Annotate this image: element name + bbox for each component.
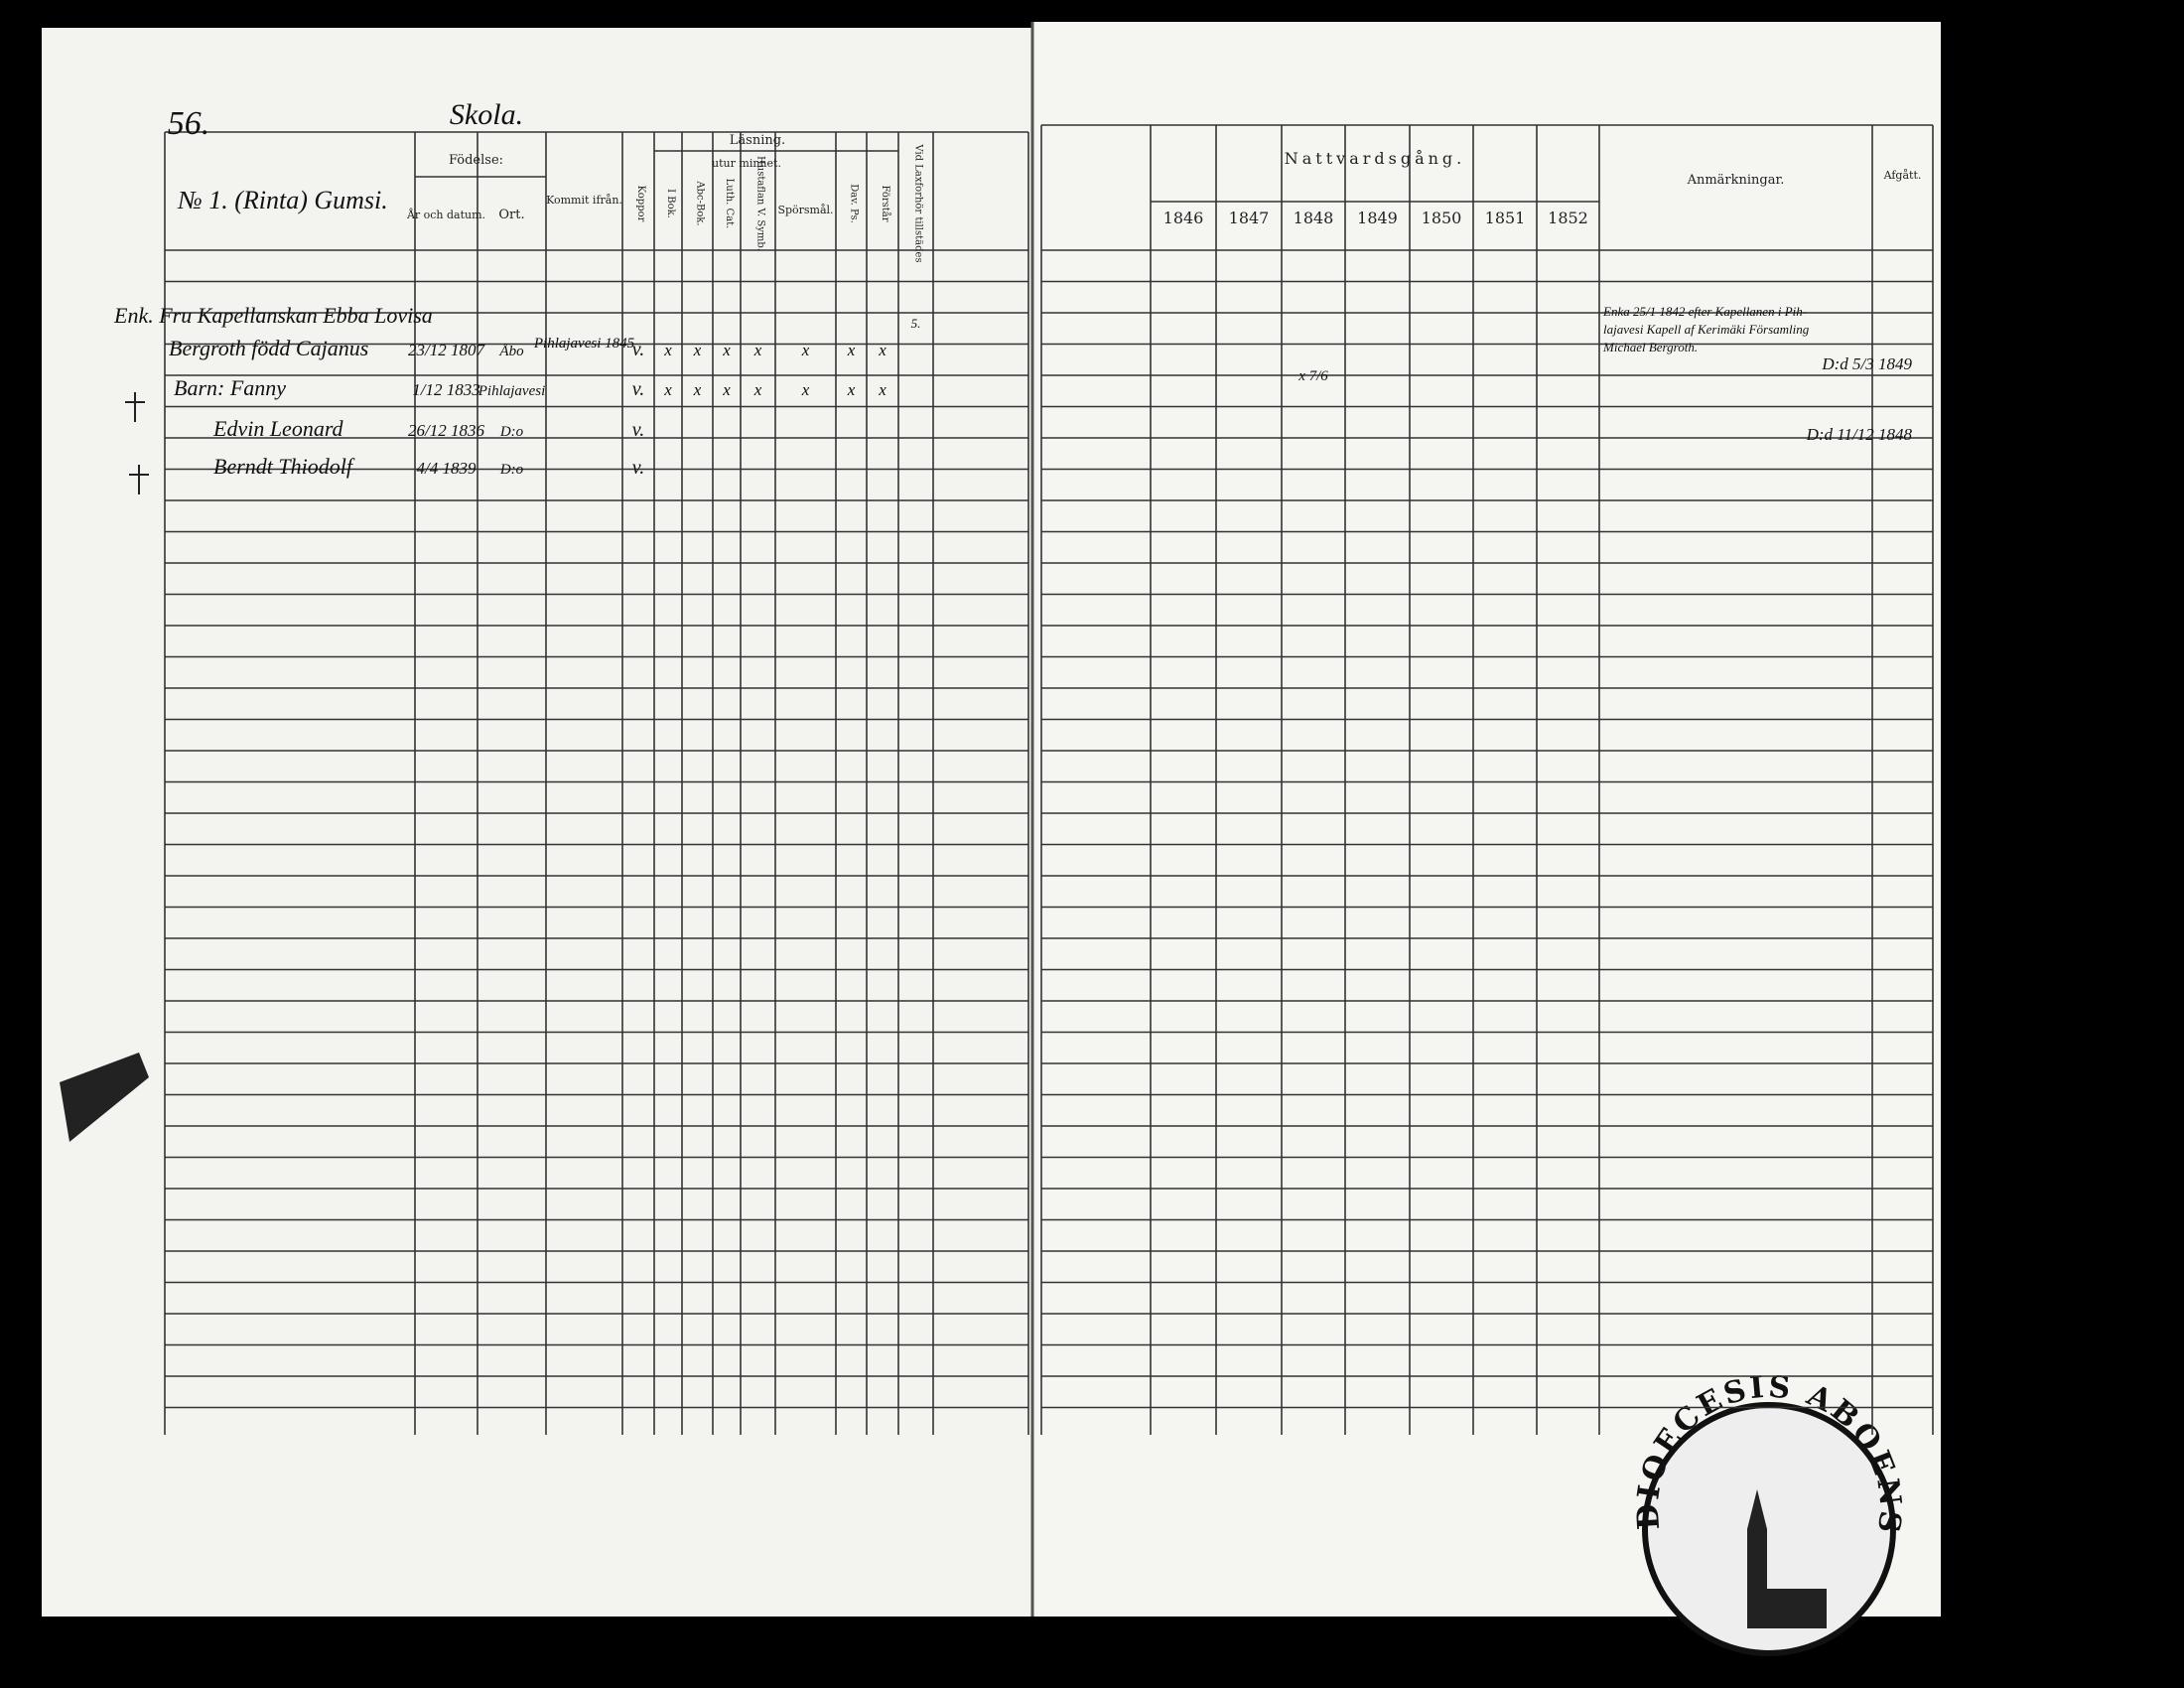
household: № 1. (Rinta) Gumsi. [177, 186, 388, 214]
column-header: Födelse: [449, 153, 503, 168]
smallpox: v. [632, 419, 644, 441]
column-header: År och datum. [406, 208, 485, 221]
reading-mark: x [801, 341, 810, 359]
column-header: Spörsmål. [777, 204, 833, 216]
reading-mark: x [847, 380, 856, 399]
reading-mark: x [753, 341, 762, 359]
column-header: Nattvardsgång. [1285, 149, 1466, 168]
year-header: 1852 [1548, 209, 1588, 227]
column-header: Anmärkningar. [1687, 173, 1785, 188]
communion-mark: x 7/6 [1297, 368, 1328, 384]
death-cross [129, 465, 149, 494]
column-header: Dav. Ps. [849, 184, 860, 223]
year-header: 1850 [1422, 209, 1462, 227]
birth-place: D:o [499, 424, 524, 440]
reading-mark: x [847, 341, 856, 359]
stamp [1642, 1402, 1896, 1656]
reading-mark: x [663, 380, 672, 399]
reading-mark: x [722, 380, 731, 399]
reading-mark: x [693, 380, 702, 399]
column-header: Läsning. [730, 133, 785, 148]
person-name: Barn: Fanny [174, 375, 286, 400]
column-header: Kommit ifrån. [546, 194, 622, 207]
birth-date: 1/12 1833 [412, 380, 479, 399]
birth-date: 23/12 1807 [408, 341, 485, 359]
departed: D:d 11/12 1848 [1806, 425, 1913, 444]
person-name: Berndt Thiodolf [213, 454, 355, 479]
person-name: Enk. Fru Kapellanskan Ebba Lovisa [113, 303, 433, 328]
column-header: Afgått. [1883, 169, 1922, 182]
reading-mark: x [878, 341, 887, 359]
column-header: Luth. Cat. [724, 179, 735, 229]
reading-mark: x [722, 341, 731, 359]
smallpox: v. [632, 339, 644, 360]
column-header: Förstår [880, 185, 891, 221]
birth-place: D:o [499, 462, 524, 478]
birth-place: Åbo [498, 344, 524, 359]
column-header: Hustaflan V. Symb. [755, 156, 766, 251]
year-header: 1846 [1163, 209, 1204, 227]
birth-date: 26/12 1836 [408, 421, 484, 440]
column-header: Koppor [635, 186, 646, 222]
thumb-shadow [60, 1053, 149, 1142]
column-header: Vid Laxforhör tillstädes [913, 143, 924, 262]
year-header: 1851 [1485, 209, 1526, 227]
death-cross [125, 392, 145, 422]
column-header: I Bok. [665, 189, 676, 218]
reading-mark: x [693, 341, 702, 359]
birth-place: Pihlajavesi [478, 383, 546, 399]
birth-date: 4/4 1839 [417, 459, 477, 478]
person-name: Edvin Leonard [212, 416, 344, 441]
right-page [1032, 22, 1941, 1617]
exam-mark: 5. [911, 316, 921, 331]
smallpox: v. [632, 457, 644, 479]
came-from: Pihlajavesi 1845 [533, 336, 635, 352]
reading-mark: x [801, 380, 810, 399]
smallpox: v. [632, 378, 644, 400]
year-header: 1847 [1229, 209, 1270, 227]
page-number: 56. [168, 105, 210, 142]
remark: lajavesi Kapell af Kerimäki Församling [1603, 322, 1810, 337]
remark: Enka 25/1 1842 efter Kapellanen i Pih- [1602, 304, 1807, 319]
departed: D:d 5/3 1849 [1821, 354, 1912, 373]
reading-mark: x [753, 380, 762, 399]
column-header: Ort. [498, 208, 524, 222]
column-header: utur minnet. [712, 157, 781, 170]
left-page [42, 28, 1034, 1617]
remark: Michael Bergroth. [1602, 340, 1698, 354]
reading-mark: x [878, 380, 887, 399]
reading-mark: x [663, 341, 672, 359]
person-name: Bergroth född Cajanus [169, 336, 368, 360]
year-header: 1848 [1294, 209, 1334, 227]
parish: Skola. [450, 98, 523, 131]
column-header: Abc-Bok. [695, 180, 706, 225]
year-header: 1849 [1357, 209, 1398, 227]
stamp-church [1747, 1489, 1827, 1628]
